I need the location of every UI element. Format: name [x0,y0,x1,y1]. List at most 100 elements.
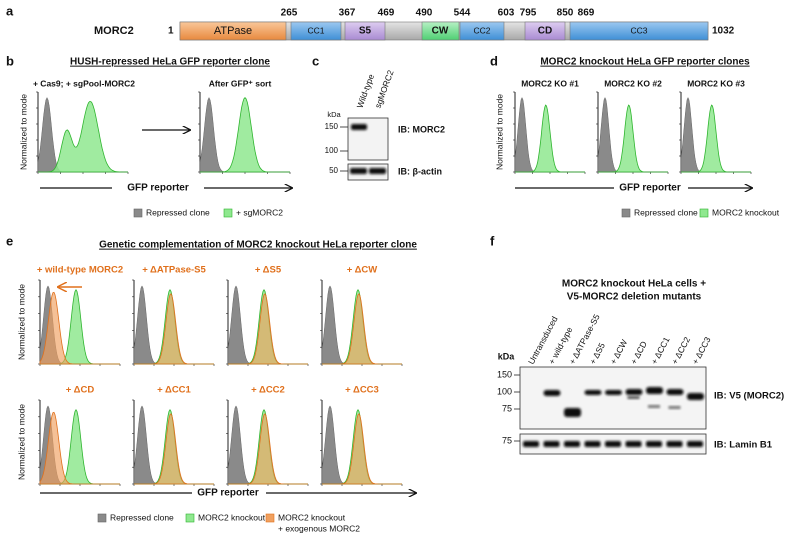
blot-label: IB: Lamin B1 [714,440,773,451]
kda-marker: 75 [502,403,512,413]
lane-label: + ΔS5 [587,341,607,366]
legend-label: Repressed clone [110,512,174,522]
lane-label: sgMORC2 [373,68,396,109]
legend-swatch [223,208,233,218]
lane-label: + ΔCW [608,338,629,366]
panel-title: MORC2 knockout HeLa GFP reporter clones [540,57,750,68]
legend-label: MORC2 knockout [712,207,780,217]
position-label: 490 [416,8,433,19]
blot-band [584,390,602,395]
histogram-curve [598,104,668,173]
blot-band [369,168,386,174]
blot-band [605,441,621,447]
panel-label: d [490,53,498,68]
blot-band [627,396,640,399]
plot-title: + ΔCC3 [345,385,379,396]
blot-band [350,168,367,174]
blot-band [687,393,704,400]
panel-label: c [312,53,319,68]
domain-label: CC1 [307,25,324,35]
position-label: 795 [520,8,537,19]
domain-label: CC3 [630,25,647,35]
panel-title: MORC2 knockout HeLa cells + [562,279,706,290]
legend-label: Repressed clone [634,207,698,217]
position-label: 1032 [712,26,735,37]
protein-name: MORC2 [94,25,134,37]
legend-swatch [265,513,275,523]
plot-title: MORC2 KO #2 [604,78,662,88]
panel-label: b [6,53,14,68]
blot-band [543,441,560,447]
panel-label: f [490,233,495,248]
panel-title: Genetic complementation of MORC2 knockou… [99,240,417,251]
legend-swatch [97,513,107,523]
kda-marker: 150 [497,369,512,379]
y-axis-label: Normalized to mode [494,94,504,170]
histogram-curve [681,104,751,173]
domain-box [459,21,505,41]
histogram-curve [228,293,308,365]
domain-label: CD [538,26,552,37]
plot-title: + ΔCW [347,265,378,276]
lane-label: + ΔCD [628,339,648,366]
legend-label: MORC2 knockout [198,512,266,522]
domain-box [344,21,386,41]
blot-band [666,389,684,395]
blot-band [584,441,601,447]
position-label: 469 [378,8,395,19]
lane-label: + ΔCC3 [690,335,713,366]
blot-band [351,124,367,130]
blot-label: IB: MORC2 [398,124,445,134]
legend-swatch [185,513,195,523]
panel-label: a [6,3,14,18]
plot-title: MORC2 KO #3 [687,78,745,88]
blot-band [625,389,643,395]
blot-band [523,441,539,447]
histogram-curve [39,411,120,485]
legend-label: + exogenous MORC2 [278,523,360,533]
kda-marker: 100 [325,146,339,155]
histogram-curve [228,413,308,485]
plot-title: + Cas9; + sgPool-MORC2 [33,78,135,88]
legend-label: + sgMORC2 [236,207,283,217]
panel-title: HUSH-repressed HeLa GFP reporter clone [70,57,270,68]
histogram-curve [134,293,214,365]
legend-swatch [133,208,143,218]
domain-box [569,21,709,41]
blot-band [564,441,580,447]
x-axis-label: GFP reporter [197,488,259,499]
histogram-curve [515,104,585,173]
kda-marker: 75 [502,435,512,445]
plot-title: MORC2 KO #1 [521,78,579,88]
plot-title: + ΔCC2 [251,385,285,396]
position-label: 265 [281,8,298,19]
panel-label: e [6,233,13,248]
blot-label: IB: V5 (MORC2) [714,391,784,402]
plot-title: + wild-type MORC2 [37,265,123,276]
panel-title: V5-MORC2 deletion mutants [567,292,702,303]
legend-label: Repressed clone [146,207,210,217]
plot-title: + ΔCC1 [157,385,191,396]
kda-label: kDa [498,351,516,361]
blot-band [646,441,662,447]
y-axis-label: Normalized to mode [18,94,28,170]
domain-label: S5 [359,26,372,37]
plot-title: + ΔCD [66,385,95,396]
position-label: 603 [498,8,515,19]
kda-marker: 150 [325,122,339,131]
domain-label: ATPase [214,25,252,37]
blot-band [646,387,663,394]
histogram-curve [322,413,402,485]
y-axis-label: Normalized to mode [16,284,26,360]
domain-label: CC2 [473,25,490,35]
histogram-curve [39,291,120,365]
domain-box [290,21,342,41]
blot-band [666,441,683,447]
plot-title: + ΔS5 [255,265,282,276]
legend-swatch [621,208,631,218]
blot-band [564,408,581,417]
blot-band [543,390,561,396]
position-label: 850 [557,8,574,19]
domain-box [524,21,566,41]
